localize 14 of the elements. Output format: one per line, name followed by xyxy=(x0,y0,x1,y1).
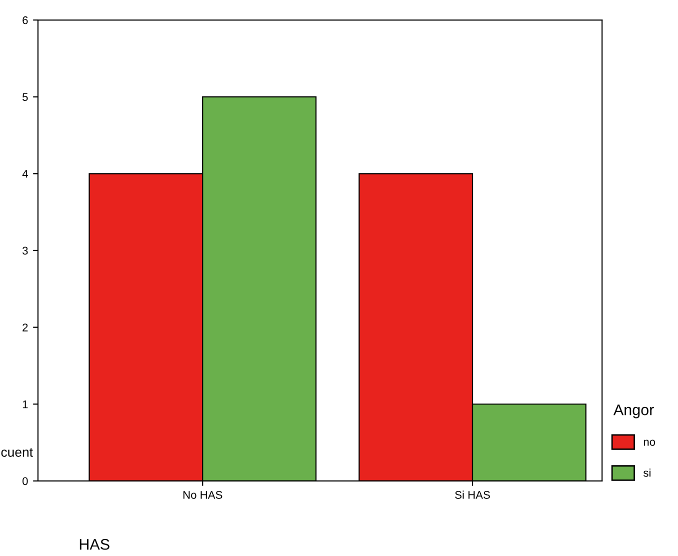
y-axis-title: cuent xyxy=(1,448,33,457)
x-tick-label: No HAS xyxy=(183,490,222,499)
y-tick-label: 3 xyxy=(22,246,28,255)
legend-label: no xyxy=(644,440,656,446)
x-axis-title: HAS xyxy=(80,538,110,550)
legend-title: Angor xyxy=(613,404,654,418)
y-tick-label: 5 xyxy=(22,93,28,101)
y-tick-label: 6 xyxy=(22,16,28,24)
y-tick-label: 0 xyxy=(22,477,28,486)
y-tick-label: 2 xyxy=(22,324,28,332)
y-tick-label: 4 xyxy=(22,170,28,178)
y-tick-label: 1 xyxy=(22,400,28,408)
legend-label: si xyxy=(643,468,650,477)
x-tick-label: Si HAS xyxy=(455,490,490,499)
